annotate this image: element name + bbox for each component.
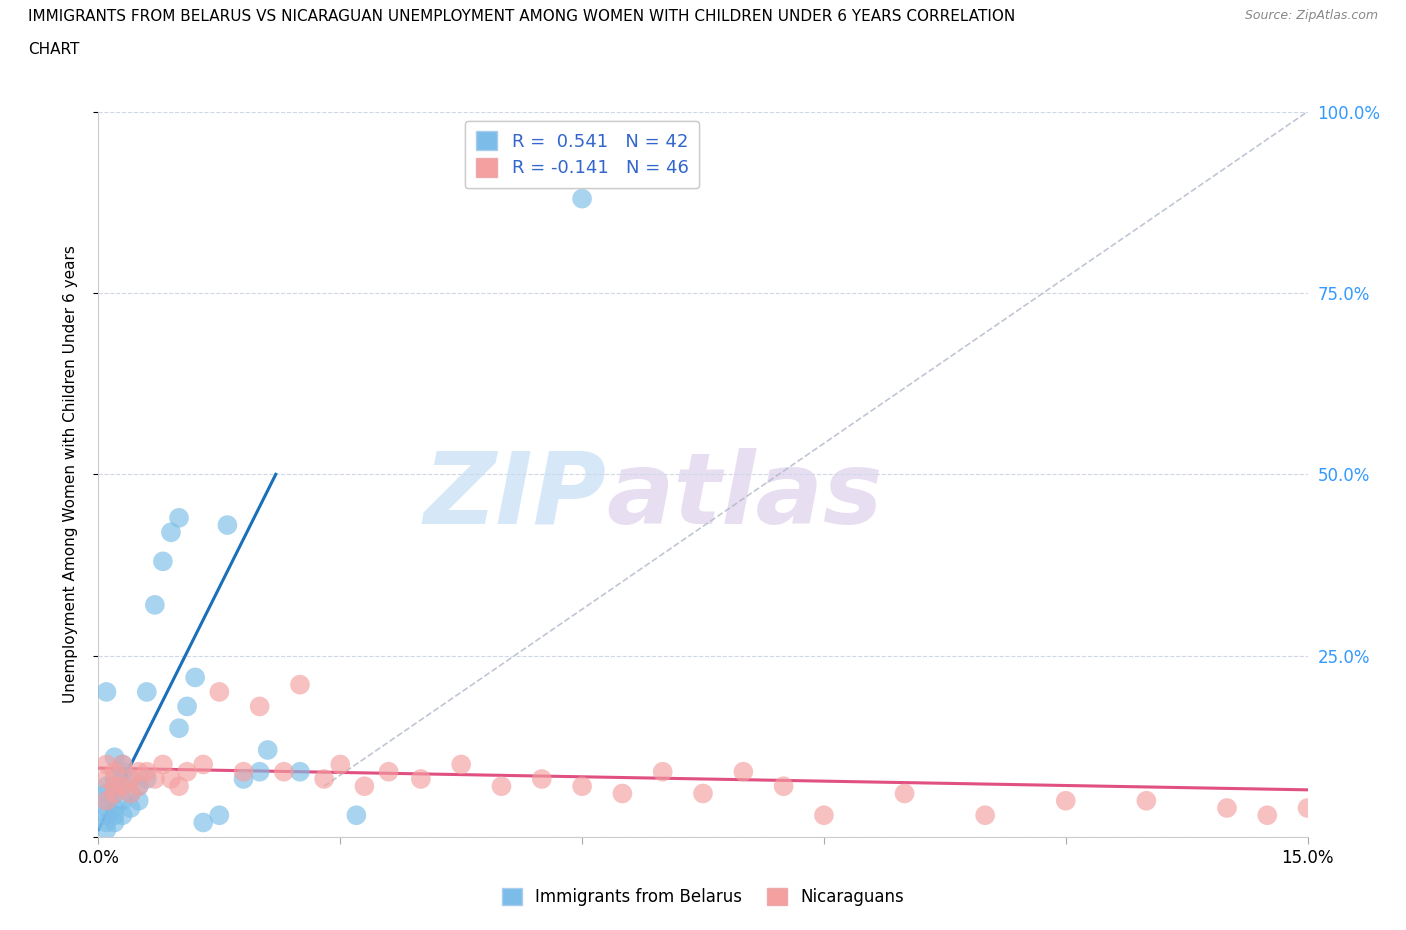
Point xyxy=(1054,793,1077,808)
Point xyxy=(409,772,432,787)
Point xyxy=(273,764,295,779)
Point xyxy=(160,525,183,539)
Point xyxy=(103,815,125,830)
Point xyxy=(314,772,336,787)
Text: Source: ZipAtlas.com: Source: ZipAtlas.com xyxy=(1244,9,1378,22)
Point xyxy=(450,757,472,772)
Point xyxy=(772,778,794,793)
Text: CHART: CHART xyxy=(28,42,80,57)
Point xyxy=(733,764,755,779)
Point xyxy=(128,793,150,808)
Point xyxy=(96,793,118,808)
Point xyxy=(193,757,215,772)
Point xyxy=(103,786,125,801)
Point xyxy=(103,786,125,801)
Point xyxy=(143,597,166,612)
Point xyxy=(96,757,118,772)
Point xyxy=(103,772,125,787)
Point xyxy=(111,778,134,793)
Point xyxy=(612,786,634,801)
Point xyxy=(167,721,190,736)
Point xyxy=(217,518,239,533)
Point xyxy=(176,764,198,779)
Point xyxy=(176,699,198,714)
Point xyxy=(193,815,215,830)
Point xyxy=(1135,793,1157,808)
Point xyxy=(1296,801,1319,816)
Point xyxy=(152,554,174,569)
Point xyxy=(96,793,118,808)
Point xyxy=(135,772,157,787)
Point xyxy=(974,808,997,823)
Point xyxy=(344,808,367,823)
Text: atlas: atlas xyxy=(606,447,883,545)
Point xyxy=(491,778,513,793)
Point xyxy=(120,801,142,816)
Point xyxy=(167,778,190,793)
Point xyxy=(288,764,311,779)
Legend: R =  0.541   N = 42, R = -0.141   N = 46: R = 0.541 N = 42, R = -0.141 N = 46 xyxy=(465,121,699,188)
Point xyxy=(96,772,118,787)
Point xyxy=(111,793,134,808)
Point xyxy=(571,778,593,793)
Point xyxy=(96,778,118,793)
Point xyxy=(120,786,142,801)
Point xyxy=(893,786,915,801)
Point xyxy=(103,764,125,779)
Point xyxy=(232,764,254,779)
Point xyxy=(96,801,118,816)
Text: IMMIGRANTS FROM BELARUS VS NICARAGUAN UNEMPLOYMENT AMONG WOMEN WITH CHILDREN UND: IMMIGRANTS FROM BELARUS VS NICARAGUAN UN… xyxy=(28,9,1015,24)
Y-axis label: Unemployment Among Women with Children Under 6 years: Unemployment Among Women with Children U… xyxy=(63,246,77,703)
Point xyxy=(571,192,593,206)
Point xyxy=(208,808,231,823)
Point xyxy=(96,786,118,801)
Point xyxy=(249,699,271,714)
Point xyxy=(111,808,134,823)
Point xyxy=(103,808,125,823)
Point xyxy=(111,778,134,793)
Point xyxy=(111,757,134,772)
Point xyxy=(329,757,352,772)
Point xyxy=(111,764,134,779)
Point xyxy=(135,684,157,699)
Point xyxy=(103,750,125,764)
Point xyxy=(120,772,142,787)
Point xyxy=(1256,808,1278,823)
Point xyxy=(128,764,150,779)
Point xyxy=(96,684,118,699)
Point xyxy=(111,757,134,772)
Point xyxy=(96,815,118,830)
Point xyxy=(288,677,311,692)
Point xyxy=(143,772,166,787)
Point xyxy=(813,808,835,823)
Point xyxy=(184,670,207,684)
Point xyxy=(353,778,375,793)
Point xyxy=(692,786,714,801)
Point xyxy=(135,764,157,779)
Legend: Immigrants from Belarus, Nicaraguans: Immigrants from Belarus, Nicaraguans xyxy=(495,881,911,912)
Point xyxy=(167,511,190,525)
Point xyxy=(160,772,183,787)
Point xyxy=(232,772,254,787)
Point xyxy=(152,757,174,772)
Point xyxy=(120,772,142,787)
Point xyxy=(256,742,278,757)
Text: ZIP: ZIP xyxy=(423,447,606,545)
Point xyxy=(1216,801,1239,816)
Point xyxy=(128,778,150,793)
Point xyxy=(103,801,125,816)
Point xyxy=(530,772,553,787)
Point xyxy=(249,764,271,779)
Point xyxy=(208,684,231,699)
Point xyxy=(128,778,150,793)
Point xyxy=(120,786,142,801)
Point xyxy=(377,764,399,779)
Point xyxy=(96,808,118,823)
Point xyxy=(103,778,125,793)
Point xyxy=(651,764,673,779)
Point xyxy=(96,822,118,837)
